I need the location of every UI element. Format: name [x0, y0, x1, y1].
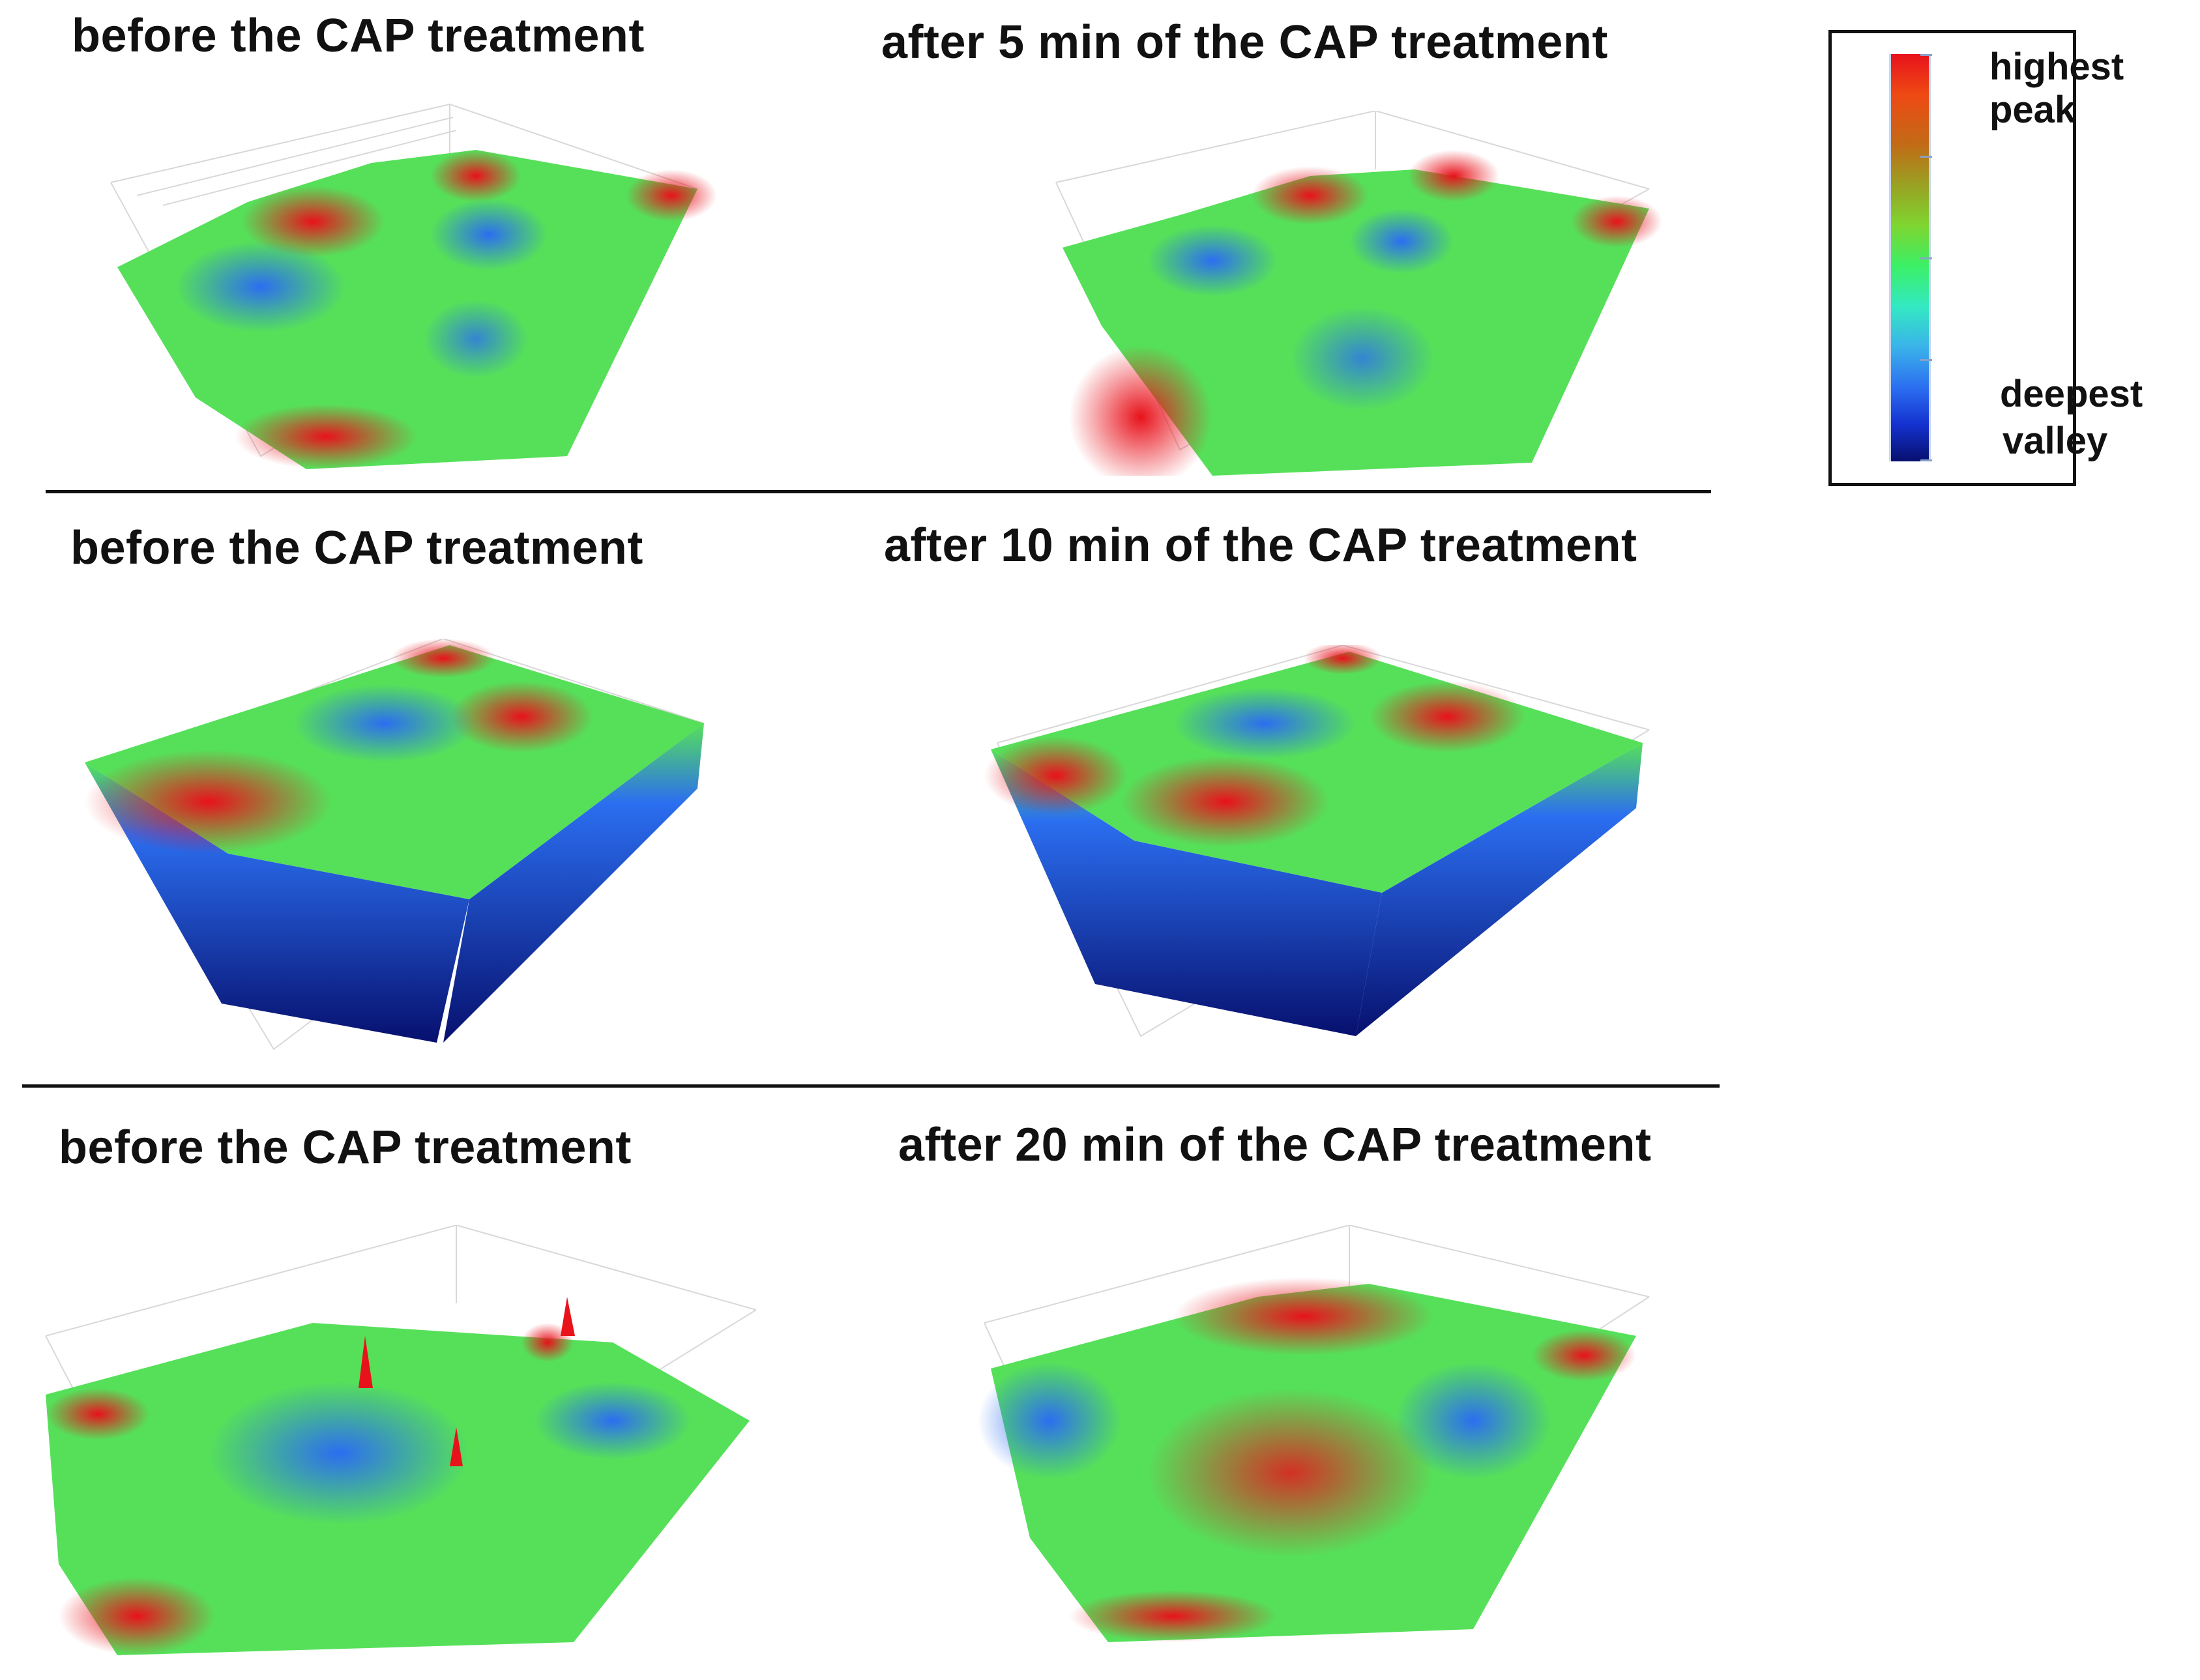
scale-tick [1920, 54, 1932, 56]
row1-before-surface-plot [110, 103, 717, 469]
legend-label-peak: peak [1989, 89, 2076, 131]
row3-before-title: before the CAP treatment [59, 1122, 632, 1174]
row1-before-title: before the CAP treatment [72, 10, 645, 62]
row1-after-surface-plot [1055, 111, 1662, 476]
separator-1 [46, 490, 1711, 493]
row2-before-title: before the CAP treatment [70, 522, 643, 574]
scale-tick [1920, 156, 1932, 158]
row2-before-surface-plot [85, 639, 705, 1050]
legend-label-highest: highest [1989, 46, 2124, 88]
color-scale-legend: highest peak deepest valley [1828, 30, 2143, 486]
row3-after-title: after 20 min of the CAP treatment [898, 1119, 1652, 1171]
legend-label-valley: valley [2002, 420, 2108, 462]
row2-after-surface-plot [984, 645, 1650, 1037]
row3-after-surface-plot [978, 1225, 1650, 1642]
separator-2 [22, 1084, 1720, 1088]
legend-label-deepest: deepest [2000, 373, 2143, 415]
row3-before-surface-plot [45, 1225, 757, 1655]
scale-tick [1920, 359, 1932, 361]
row2-after-title: after 10 min of the CAP treatment [884, 519, 1637, 572]
scale-tick [1920, 459, 1932, 461]
row1-after-title: after 5 min of the CAP treatment [881, 16, 1608, 68]
scale-tick [1920, 257, 1932, 259]
